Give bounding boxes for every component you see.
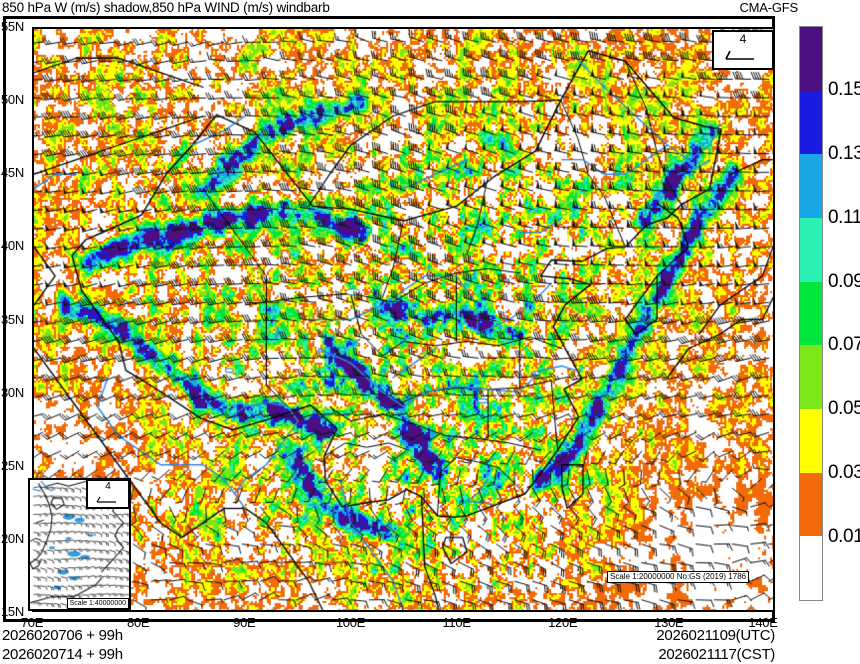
- colorbar-tick-label: 0.13: [828, 142, 860, 164]
- page-title: 850 hPa W (m/s) shadow,850 hPa WIND (m/s…: [2, 0, 330, 15]
- footer-init-time-cst: 2026020714 + 99h: [2, 646, 123, 663]
- windbarb-key: 4: [712, 30, 774, 70]
- windbarb-key-value: 4: [739, 32, 747, 46]
- colorbar-band: [800, 408, 822, 473]
- y-axis-tick-label: 15N: [1, 604, 24, 619]
- y-axis-tick-label: 20N: [1, 530, 24, 546]
- colorbar-band: [800, 536, 822, 600]
- map-scale-stamp: Scale 1:20000000 No:GS (2019) 1786: [607, 571, 750, 583]
- y-axis-tick-label: 55N: [1, 19, 24, 34]
- footer-valid-time-cst: 2026021117(CST): [658, 646, 775, 663]
- x-axis-tick-label: 100E: [335, 615, 365, 630]
- colorbar-tick-label: 0.07: [828, 334, 860, 356]
- colorbar-band: [800, 345, 822, 409]
- inset-windbarb-key-value: 4: [105, 481, 111, 492]
- footer-valid-time-utc: 2026021109(UTC): [656, 627, 775, 644]
- inset-windbarb-icon: [96, 496, 116, 503]
- y-axis-tick-label: 40N: [1, 238, 24, 254]
- y-axis-tick-label: 30N: [1, 384, 24, 400]
- colorbar-tick-label: 0.09: [828, 270, 860, 292]
- inset-map[interactable]: 4 Scale 1:40000000: [28, 478, 131, 611]
- x-axis-tick-label: 80E: [127, 615, 150, 630]
- colorbar-tick-label: 0.11: [828, 206, 860, 228]
- windbarb-icon: [725, 50, 754, 60]
- y-axis-tick-label: 45N: [1, 165, 24, 181]
- x-axis-tick-label: 90E: [233, 615, 256, 630]
- x-axis-tick-label: 70E: [20, 615, 44, 630]
- x-axis-tick-label: 120E: [548, 615, 578, 630]
- inset-windbarb-key: 4: [86, 480, 129, 509]
- y-axis-tick-label: 25N: [1, 457, 24, 473]
- x-axis-tick-label: 130E: [654, 615, 684, 630]
- footer-init-time-utc: 2026020706 + 99h: [2, 627, 123, 644]
- colorbar-band: [800, 217, 822, 282]
- map-field-canvas: [34, 29, 773, 610]
- colorbar-tick-label: 0.15: [828, 78, 860, 100]
- colorbar[interactable]: [799, 26, 823, 601]
- y-axis-tick-label: 35N: [1, 311, 24, 327]
- colorbar-band: [800, 26, 822, 91]
- x-axis-tick-label: 140E: [748, 615, 778, 630]
- map-area[interactable]: [32, 27, 775, 612]
- colorbar-tick-label: 0.05: [828, 398, 860, 420]
- colorbar-band: [800, 90, 822, 155]
- colorbar-tick-label: 0.01: [828, 526, 860, 548]
- colorbar-band: [800, 154, 822, 218]
- model-label: CMA-GFS: [739, 0, 798, 15]
- y-axis-tick-label: 50N: [1, 92, 24, 108]
- inset-scale-stamp: Scale 1:40000000: [66, 598, 129, 609]
- colorbar-tick-label: 0.03: [828, 462, 860, 484]
- colorbar-band: [800, 472, 822, 537]
- x-axis-tick-label: 110E: [442, 615, 471, 630]
- colorbar-band: [800, 281, 822, 346]
